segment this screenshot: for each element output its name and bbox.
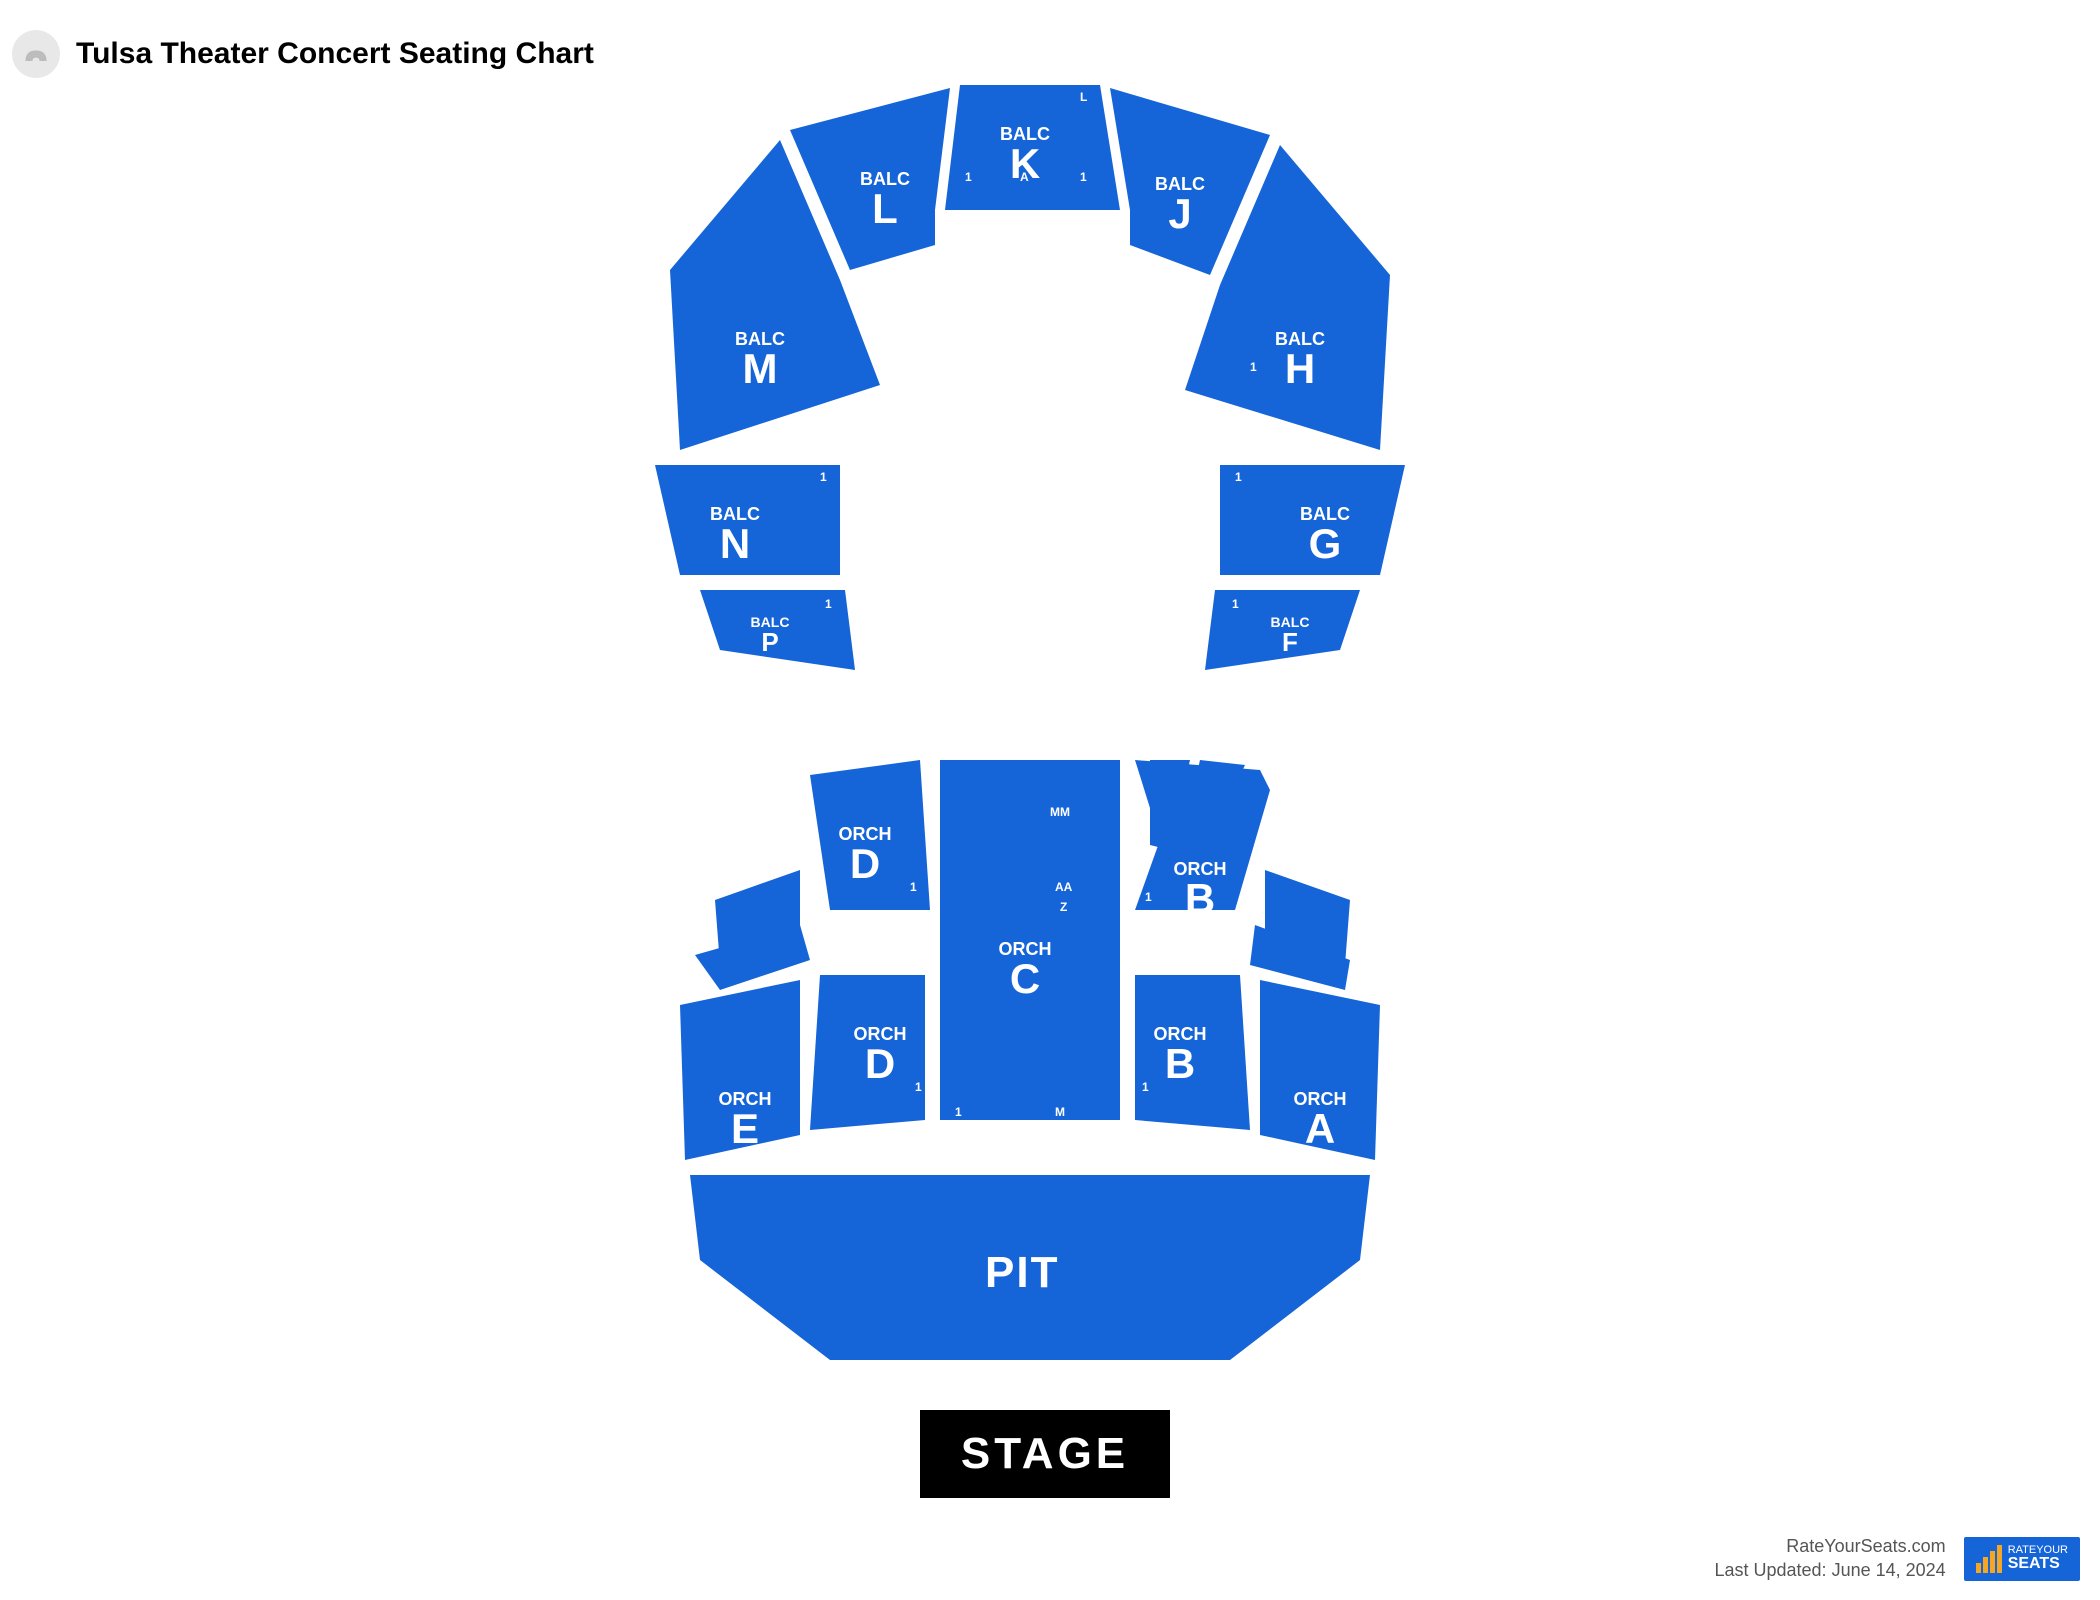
balc-h-label: BALCH — [1260, 330, 1340, 390]
orch-c-label: ORCHC — [985, 940, 1065, 1000]
balc-g-row-marker: 1 — [1235, 470, 1242, 484]
rateyourseats-logo: RATEYOUR SEATS — [1964, 1537, 2080, 1581]
seating-chart-canvas: BALCKL1A1BALCL1BALCJBALCM1BALCH1BALCN1BA… — [0, 70, 2100, 1550]
orch-c-row-marker: MM — [1050, 805, 1070, 819]
orch-c-row-marker: AA — [1055, 880, 1072, 894]
stage-label: STAGE — [920, 1410, 1170, 1498]
footer-site-name: RateYourSeats.com — [1714, 1535, 1945, 1558]
pit-label: PIT — [985, 1248, 1059, 1298]
balc-p-label: BALCP — [730, 615, 810, 655]
balc-p-row-marker: 1 — [825, 597, 832, 611]
balc-j-label: BALCJ — [1140, 175, 1220, 235]
orch-b-front-row-marker: 1 — [1142, 1080, 1149, 1094]
page-footer: RateYourSeats.com Last Updated: June 14,… — [1714, 1535, 2080, 1582]
page-title: Tulsa Theater Concert Seating Chart — [76, 37, 594, 71]
orch-d-back-row-marker: 1 — [910, 880, 917, 894]
balc-h-row-marker: 1 — [1250, 360, 1257, 374]
orch-a-label: ORCHA — [1280, 1090, 1360, 1150]
orch-e-row-marker: 1 — [800, 1120, 807, 1134]
balc-k-row-marker: 1 — [965, 170, 972, 184]
orch-b-back-label: ORCHB — [1160, 860, 1240, 920]
logo-bars-icon — [1976, 1545, 2002, 1573]
orch-d-front-row-marker: 1 — [915, 1080, 922, 1094]
orch-b-front-label: ORCHB — [1140, 1025, 1220, 1085]
orch-c-row-marker: Z — [1060, 900, 1067, 914]
balc-k-row-marker: L — [1080, 90, 1087, 104]
balc-m-row-marker: 1 — [855, 290, 862, 304]
balc-l-row-marker: 1 — [945, 225, 952, 239]
orch-d-back-label: ORCHD — [825, 825, 905, 885]
logo-text: RATEYOUR SEATS — [2008, 1545, 2068, 1572]
balc-n-row-marker: 1 — [820, 470, 827, 484]
balc-m-label: BALCM — [720, 330, 800, 390]
footer-updated: Last Updated: June 14, 2024 — [1714, 1559, 1945, 1582]
balc-g-label: BALCG — [1285, 505, 1365, 565]
balc-f-row-marker: 1 — [1232, 597, 1239, 611]
orch-e-label: ORCHE — [705, 1090, 785, 1150]
orch-c-row-marker: 1 — [955, 1105, 962, 1119]
orch-c-row-marker: M — [1055, 1105, 1065, 1119]
orch-b-back-row-marker: 1 — [1145, 890, 1152, 904]
balc-n-label: BALCN — [695, 505, 775, 565]
balc-k-row-marker: A — [1020, 170, 1029, 184]
balc-f-label: BALCF — [1250, 615, 1330, 655]
balc-l-label: BALCL — [845, 170, 925, 230]
footer-attribution: RateYourSeats.com Last Updated: June 14,… — [1714, 1535, 1945, 1582]
orch-d-front-label: ORCHD — [840, 1025, 920, 1085]
balc-k-row-marker: 1 — [1080, 170, 1087, 184]
